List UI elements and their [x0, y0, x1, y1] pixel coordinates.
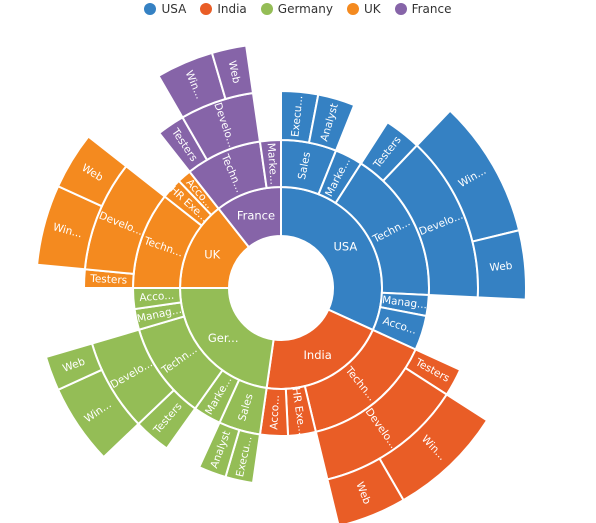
legend-swatch [260, 3, 273, 15]
segment-label: Acco... [268, 395, 282, 430]
legend-item-france[interactable]: France [394, 0, 452, 18]
segment-label: Web [489, 260, 513, 274]
legend-item-usa[interactable]: USA [144, 0, 186, 18]
segment-label: Execu... [289, 95, 305, 137]
segment-france-marketing[interactable] [258, 138, 282, 190]
legend-label: India [217, 2, 247, 16]
segment-label: UK [204, 248, 220, 262]
legend-label: Germany [277, 2, 333, 16]
segment-label: Acco... [139, 290, 175, 304]
legend-swatch [346, 3, 359, 15]
legend-label: UK [363, 2, 381, 16]
legend-item-uk[interactable]: UK [346, 0, 381, 18]
legend-swatch [394, 3, 407, 15]
segment-label: Ger... [208, 331, 239, 345]
chart-legend: USA India Germany UK France [0, 0, 596, 18]
legend-item-germany[interactable]: Germany [260, 0, 333, 18]
segment-germany-web[interactable] [44, 342, 104, 392]
legend-swatch [200, 3, 213, 15]
segment-uk-web[interactable] [56, 135, 128, 208]
segment-label: Testers [89, 273, 127, 287]
segment-label: Manag... [381, 294, 427, 311]
segment-label: Web [226, 60, 243, 85]
legend-swatch [144, 3, 157, 15]
segment-label: USA [333, 240, 357, 254]
legend-item-india[interactable]: India [200, 0, 247, 18]
segment-label: France [237, 209, 275, 223]
segment-france-web[interactable] [210, 44, 255, 101]
segment-label: India [304, 348, 332, 362]
legend-label: France [411, 2, 452, 16]
segment-india-web[interactable] [326, 457, 405, 523]
segment-usa-web[interactable] [471, 229, 527, 301]
segment-label: Sales [296, 151, 313, 181]
legend-label: USA [161, 2, 187, 16]
segment-label: Marke... [265, 142, 280, 185]
